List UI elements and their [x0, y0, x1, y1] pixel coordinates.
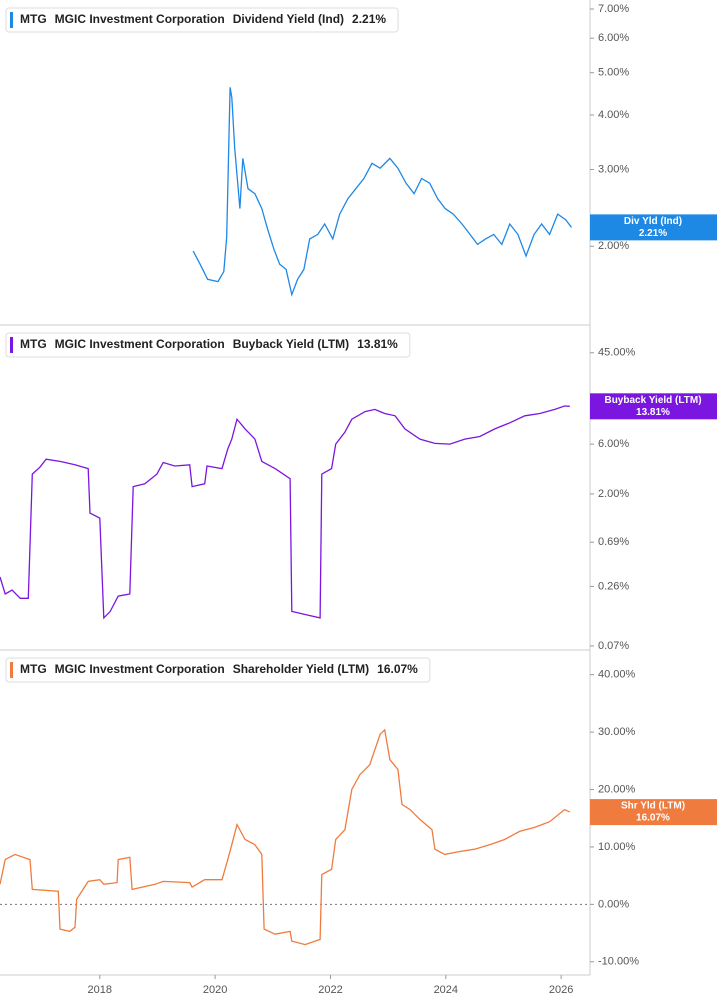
x-tick-label: 2026 — [549, 984, 573, 996]
y-tick-label: 0.00% — [598, 898, 629, 910]
y-tick-label: 0.69% — [598, 536, 629, 548]
legend-box — [5, 332, 411, 358]
legend-box — [5, 657, 431, 683]
y-tick-label: 2.00% — [598, 488, 629, 500]
badge-label: Buyback Yield (LTM) — [604, 395, 701, 406]
y-tick-label: 4.00% — [598, 109, 629, 121]
y-tick-label: 2.00% — [598, 240, 629, 252]
legend-series-name: Dividend Yield (Ind) — [233, 12, 344, 26]
badge-label: Shr Yld (LTM) — [621, 801, 685, 812]
legend-company: MGIC Investment Corporation — [55, 12, 225, 26]
legend-value: 13.81% — [357, 337, 398, 351]
legend-series-name: Shareholder Yield (LTM) — [233, 662, 369, 676]
legend-company: MGIC Investment Corporation — [55, 337, 225, 351]
y-tick-label: 20.00% — [598, 783, 636, 795]
x-tick-label: 2018 — [88, 984, 112, 996]
y-tick-label: 10.00% — [598, 841, 636, 853]
y-tick-label: 6.00% — [598, 438, 629, 450]
y-tick-label: -10.00% — [598, 956, 639, 968]
value-badge — [590, 214, 717, 241]
legend-ticker: MTG — [20, 12, 47, 26]
y-tick-label: 40.00% — [598, 669, 636, 681]
legend: MTG MGIC Investment Corporation Shareholde… — [5, 657, 431, 683]
legend-ticker: MTG — [20, 662, 47, 676]
badge-value: 2.21% — [639, 228, 667, 239]
legend-swatch — [10, 12, 13, 28]
x-tick-label: 2024 — [434, 984, 458, 996]
badge-label: Div Yld (Ind) — [624, 216, 682, 227]
legend-box — [5, 7, 399, 33]
badge-value: 13.81% — [636, 407, 670, 418]
legend-ticker: MTG — [20, 337, 47, 351]
y-tick-label: 3.00% — [598, 163, 629, 175]
legend-swatch — [10, 662, 13, 678]
series-line — [0, 728, 571, 946]
legend-swatch — [10, 337, 13, 353]
y-tick-label: 5.00% — [598, 67, 629, 79]
badge-value: 16.07% — [636, 813, 670, 824]
y-tick-label: 7.00% — [598, 3, 629, 15]
value-badge — [590, 393, 717, 420]
y-tick-label: 0.07% — [598, 640, 629, 652]
legend: MTG MGIC Investment Corporation Buyback Yi… — [5, 332, 411, 358]
y-tick-label: 6.00% — [598, 32, 629, 44]
series-line — [0, 405, 570, 620]
legend-series-name: Buyback Yield (LTM) — [233, 337, 349, 351]
legend-value: 2.21% — [352, 12, 386, 26]
x-tick-label: 2022 — [318, 984, 342, 996]
series-line — [192, 87, 573, 297]
legend-company: MGIC Investment Corporation — [55, 662, 225, 676]
y-tick-label: 45.00% — [598, 347, 636, 359]
legend: MTG MGIC Investment Corporation Dividend Y… — [5, 7, 399, 33]
value-badge — [590, 799, 717, 826]
legend-value: 16.07% — [377, 662, 418, 676]
x-tick-label: 2020 — [203, 984, 227, 996]
y-tick-label: 0.26% — [598, 580, 629, 592]
y-tick-label: 30.00% — [598, 726, 636, 738]
